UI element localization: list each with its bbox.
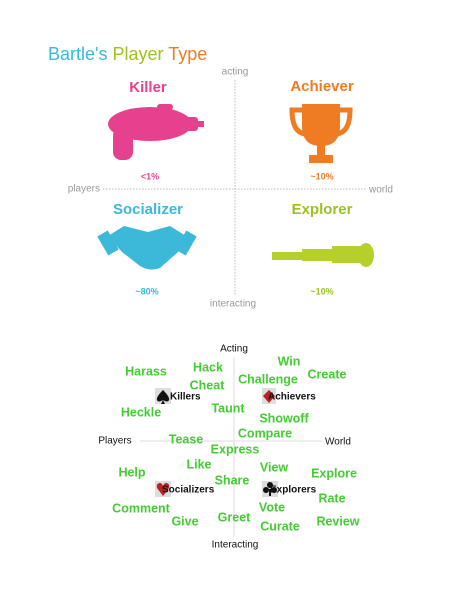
word: Give xyxy=(171,514,198,528)
word: Like xyxy=(186,457,211,471)
word: Express xyxy=(211,442,260,456)
axis-label: interacting xyxy=(210,299,256,310)
trophy-icon xyxy=(289,104,353,163)
type-share: ~10% xyxy=(310,286,333,296)
type-name: Explorer xyxy=(292,201,353,218)
word: Harass xyxy=(125,364,167,378)
word: Share xyxy=(215,473,250,487)
word: Compare xyxy=(238,426,292,440)
word: View xyxy=(260,460,289,474)
word: Heckle xyxy=(121,405,161,419)
type-name: Killer xyxy=(129,79,167,96)
word: Create xyxy=(308,367,347,381)
axis-label: Acting xyxy=(220,344,248,355)
axis-label: players xyxy=(68,184,100,195)
word: Curate xyxy=(260,519,300,533)
axis-label: World xyxy=(325,437,351,448)
word: Greet xyxy=(218,510,251,524)
type-label: Explorers xyxy=(270,485,317,496)
title-part: Type xyxy=(168,44,207,64)
suit-icon xyxy=(155,388,278,497)
type-label: Killers xyxy=(170,392,201,403)
type-share: <1% xyxy=(141,171,159,181)
axis-label: Interacting xyxy=(212,540,259,551)
type-share: ~10% xyxy=(310,171,333,181)
axis-label: world xyxy=(368,185,393,196)
axis-label: acting xyxy=(222,67,249,78)
axis-label: Players xyxy=(98,436,131,447)
word: Cheat xyxy=(190,378,226,392)
title-part: Player xyxy=(112,44,163,64)
word: Win xyxy=(278,354,301,368)
word: Vote xyxy=(259,500,285,514)
word: Tease xyxy=(169,432,204,446)
title-part: Bartle's xyxy=(48,44,107,64)
word: Rate xyxy=(318,491,345,505)
raygun-icon xyxy=(108,104,204,160)
title: Bartle's Player Type xyxy=(48,44,207,64)
word: Challenge xyxy=(238,372,298,386)
word: Taunt xyxy=(211,401,245,415)
telescope-icon xyxy=(272,243,374,267)
word: Help xyxy=(118,465,145,479)
type-label: Achievers xyxy=(268,392,316,403)
type-name: Socializer xyxy=(113,201,183,218)
word: Review xyxy=(316,514,359,528)
word: Showoff xyxy=(259,411,309,425)
type-name: Achiever xyxy=(290,78,354,95)
word: Hack xyxy=(193,360,223,374)
word-cloud: Harass Hack Win Create Cheat Challenge Heckle T… xyxy=(112,354,360,533)
word: Comment xyxy=(112,501,170,515)
word: Explore xyxy=(311,466,357,480)
type-label: Socializers xyxy=(162,485,215,496)
type-share: ~80% xyxy=(135,286,158,296)
handshake-icon xyxy=(97,226,197,270)
